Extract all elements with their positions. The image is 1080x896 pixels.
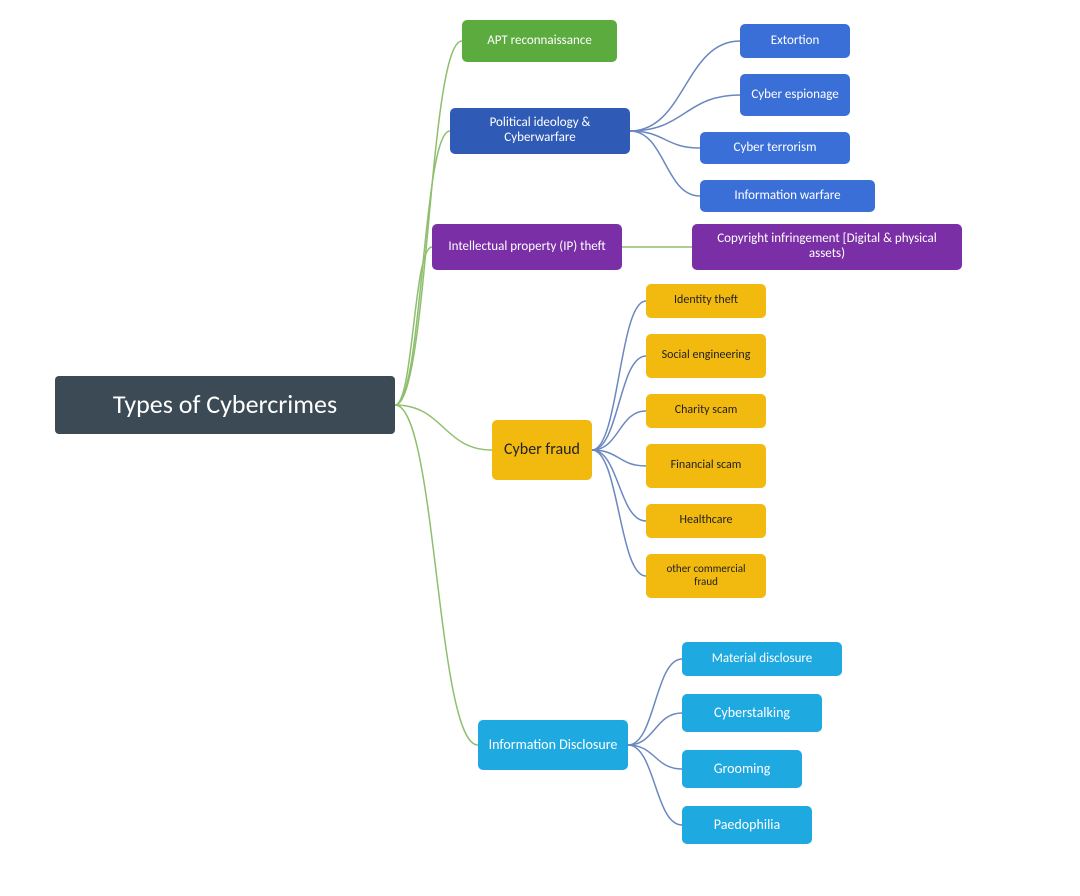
leaf-paedophilia: Paedophilia — [682, 806, 812, 844]
leaf-soceng: Social engineering — [646, 334, 766, 378]
category-disclosure: Information Disclosure — [478, 720, 628, 770]
category-fraud: Cyber fraud — [492, 420, 592, 480]
leaf-grooming: Grooming — [682, 750, 802, 788]
leaf-terrorism: Cyber terrorism — [700, 132, 850, 164]
leaf-financial: Financial scam — [646, 444, 766, 488]
root-node: Types of Cybercrimes — [55, 376, 395, 434]
category-political: Political ideology & Cyberwarfare — [450, 108, 630, 154]
leaf-infowar: Information warfare — [700, 180, 875, 212]
mindmap-canvas: Types of Cybercrimes APT reconnaissance Po… — [0, 0, 1080, 896]
leaf-extortion: Extortion — [740, 24, 850, 58]
leaf-charity: Charity scam — [646, 394, 766, 428]
leaf-otherfraud: other commercial fraud — [646, 554, 766, 598]
leaf-stalking: Cyberstalking — [682, 694, 822, 732]
leaf-copyright: Copyright infringement [Digital & physic… — [692, 224, 962, 270]
leaf-healthcare: Healthcare — [646, 504, 766, 538]
category-apt: APT reconnaissance — [462, 20, 617, 62]
leaf-identity: Identity theft — [646, 284, 766, 318]
category-ip: Intellectual property (IP) theft — [432, 224, 622, 270]
leaf-espionage: Cyber espionage — [740, 74, 850, 116]
leaf-material: Material disclosure — [682, 642, 842, 676]
